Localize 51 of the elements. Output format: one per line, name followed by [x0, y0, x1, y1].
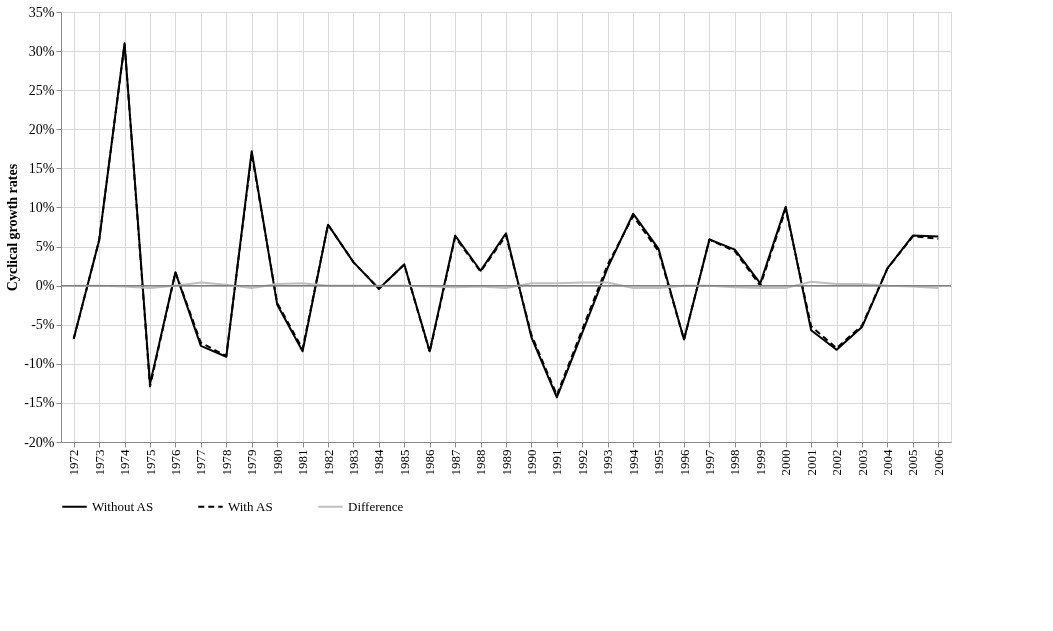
x-tick-label: 1989: [498, 449, 514, 476]
x-tick-label: 1976: [167, 449, 183, 476]
x-tick-label: 1995: [651, 449, 667, 476]
legend-label: With AS: [228, 498, 273, 514]
x-tick-label: 1997: [701, 449, 717, 476]
x-tick-label: 1983: [345, 449, 361, 476]
x-tick-label: 1979: [244, 449, 260, 476]
x-tick-label: 1973: [91, 449, 107, 476]
x-tick-label: 2006: [930, 449, 946, 476]
y-tick-label: 20%: [28, 121, 55, 137]
x-tick-label: 1990: [523, 449, 539, 476]
x-tick-label: 1999: [752, 449, 768, 476]
y-axis-title: Cyclical growth rates: [5, 163, 21, 292]
y-tick-label: 15%: [28, 160, 55, 176]
x-tick-label: 1985: [396, 449, 412, 476]
x-tick-label: 2004: [879, 449, 895, 476]
y-tick-label: -20%: [24, 434, 55, 450]
x-tick-label: 2000: [778, 449, 794, 476]
x-tick-label: 1986: [422, 449, 438, 476]
x-tick-label: 2005: [905, 449, 921, 476]
x-tick-label: 1980: [269, 449, 285, 476]
x-tick-label: 1992: [574, 449, 590, 476]
x-tick-label: 1974: [117, 449, 133, 476]
x-tick-label: 1975: [142, 449, 158, 476]
x-tick-label: 2002: [829, 449, 845, 476]
legend-label: Difference: [348, 498, 404, 514]
x-tick-label: 1982: [320, 449, 336, 476]
y-tick-label: -15%: [24, 395, 55, 411]
x-tick-label: 1984: [371, 449, 387, 476]
y-tick-label: -10%: [24, 356, 55, 372]
x-tick-label: 2003: [854, 449, 870, 476]
x-tick-label: 1981: [295, 449, 311, 476]
legend-label: Without AS: [92, 498, 154, 514]
y-tick-label: 10%: [28, 199, 55, 215]
x-tick-label: 1987: [447, 449, 463, 476]
y-tick-label: 25%: [28, 82, 55, 98]
x-tick-label: 1977: [193, 449, 209, 476]
x-tick-label: 1996: [676, 449, 692, 476]
y-tick-label: 0%: [35, 278, 55, 294]
y-tick-label: 5%: [35, 239, 55, 255]
x-tick-label: 1994: [625, 449, 641, 476]
x-tick-label: 1988: [473, 449, 489, 476]
x-tick-label: 1998: [727, 449, 743, 476]
y-tick-label: -5%: [31, 317, 55, 333]
x-tick-label: 2001: [803, 449, 819, 476]
y-tick-label: 30%: [28, 43, 55, 59]
x-tick-label: 1972: [66, 449, 82, 476]
x-tick-label: 1993: [600, 449, 616, 476]
x-tick-label: 1991: [549, 449, 565, 476]
y-tick-label: 35%: [28, 4, 55, 20]
x-tick-label: 1978: [218, 449, 234, 476]
